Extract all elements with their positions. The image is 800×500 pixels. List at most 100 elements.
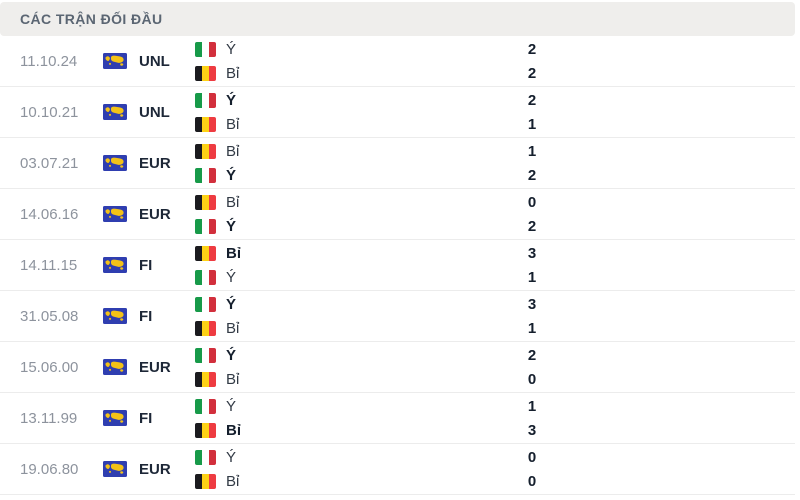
competition-code: FI bbox=[139, 409, 153, 427]
team-score: 2 bbox=[527, 64, 537, 82]
competition-code: UNL bbox=[139, 52, 170, 70]
team-score: 2 bbox=[527, 91, 537, 109]
head-to-head-panel: CÁC TRẬN ĐỐI ĐẦU 11.10.24 UNL Ý 2 Bỉ bbox=[0, 2, 795, 495]
team-flag-icon bbox=[195, 320, 216, 336]
team-line: Ý 1 bbox=[195, 266, 795, 289]
match-date: 15.06.00 bbox=[20, 358, 79, 376]
competition-badge-icon bbox=[103, 257, 127, 273]
team-name: Bỉ bbox=[226, 193, 240, 211]
competition: FI bbox=[103, 240, 195, 290]
team-score: 0 bbox=[527, 370, 537, 388]
competition-badge-icon bbox=[103, 359, 127, 375]
competition-code: FI bbox=[139, 256, 153, 274]
competition-badge-icon bbox=[103, 155, 127, 171]
competition-code: UNL bbox=[139, 103, 170, 121]
competition: EUR bbox=[103, 138, 195, 188]
team-score: 1 bbox=[527, 268, 537, 286]
team-line: Bỉ 1 bbox=[195, 317, 795, 340]
team-score: 1 bbox=[527, 397, 537, 415]
team-name: Ý bbox=[226, 295, 237, 313]
competition-badge-icon bbox=[103, 308, 127, 324]
team-score: 3 bbox=[527, 295, 537, 313]
team-score: 1 bbox=[527, 142, 537, 160]
team-flag-icon bbox=[195, 167, 216, 183]
match-row[interactable]: 14.06.16 EUR Bỉ 0 Ý 2 bbox=[0, 189, 795, 240]
team-flag-icon bbox=[195, 245, 216, 261]
team-flag-icon bbox=[195, 65, 216, 81]
team-score: 1 bbox=[527, 319, 537, 337]
team-line: Ý 0 bbox=[195, 446, 795, 469]
team-flag-icon bbox=[195, 269, 216, 285]
match-row[interactable]: 11.10.24 UNL Ý 2 Bỉ 2 bbox=[0, 36, 795, 87]
match-row[interactable]: 03.07.21 EUR Bỉ 1 Ý 2 bbox=[0, 138, 795, 189]
team-score: 1 bbox=[527, 115, 537, 133]
match-teams: Bỉ 1 Ý 2 bbox=[195, 138, 795, 188]
team-line: Bỉ 3 bbox=[195, 242, 795, 265]
team-name: Bỉ bbox=[226, 319, 240, 337]
team-name: Bỉ bbox=[226, 472, 240, 490]
team-flag-icon bbox=[195, 116, 216, 132]
match-date: 11.10.24 bbox=[20, 52, 78, 70]
competition-badge-icon bbox=[103, 104, 127, 120]
team-flag-icon bbox=[195, 143, 216, 159]
team-line: Ý 3 bbox=[195, 293, 795, 316]
competition-code: EUR bbox=[139, 358, 171, 376]
team-line: Ý 2 bbox=[195, 215, 795, 238]
match-teams: Ý 0 Bỉ 0 bbox=[195, 444, 795, 494]
match-row[interactable]: 13.11.99 FI Ý 1 Bỉ 3 bbox=[0, 393, 795, 444]
team-name: Ý bbox=[226, 448, 237, 466]
match-list: 11.10.24 UNL Ý 2 Bỉ 2 10.1 bbox=[0, 36, 795, 495]
match-row[interactable]: 19.06.80 EUR Ý 0 Bỉ 0 bbox=[0, 444, 795, 495]
team-score: 3 bbox=[527, 244, 537, 262]
team-name: Bỉ bbox=[226, 370, 240, 388]
competition-badge-icon bbox=[103, 410, 127, 426]
team-flag-icon bbox=[195, 422, 216, 438]
team-score: 2 bbox=[527, 346, 537, 364]
competition-code: FI bbox=[139, 307, 153, 325]
match-row[interactable]: 10.10.21 UNL Ý 2 Bỉ 1 bbox=[0, 87, 795, 138]
team-line: Bỉ 0 bbox=[195, 191, 795, 214]
team-flag-icon bbox=[195, 296, 216, 312]
team-name: Bỉ bbox=[226, 244, 241, 262]
team-name: Bỉ bbox=[226, 421, 241, 439]
match-row[interactable]: 31.05.08 FI Ý 3 Bỉ 1 bbox=[0, 291, 795, 342]
match-date: 10.10.21 bbox=[20, 103, 79, 121]
competition-code: EUR bbox=[139, 154, 171, 172]
team-name: Ý bbox=[226, 40, 237, 58]
match-row[interactable]: 14.11.15 FI Bỉ 3 Ý 1 bbox=[0, 240, 795, 291]
team-line: Bỉ 0 bbox=[195, 368, 795, 391]
team-flag-icon bbox=[195, 473, 216, 489]
section-title: CÁC TRẬN ĐỐI ĐẦU bbox=[20, 11, 163, 27]
team-line: Ý 2 bbox=[195, 89, 795, 112]
team-name: Ý bbox=[226, 268, 237, 286]
team-score: 0 bbox=[527, 472, 537, 490]
team-name: Ý bbox=[226, 166, 237, 184]
team-line: Ý 2 bbox=[195, 164, 795, 187]
competition: EUR bbox=[103, 342, 195, 392]
team-flag-icon bbox=[195, 347, 216, 363]
competition: FI bbox=[103, 393, 195, 443]
match-row[interactable]: 15.06.00 EUR Ý 2 Bỉ 0 bbox=[0, 342, 795, 393]
team-score: 2 bbox=[527, 40, 537, 58]
team-flag-icon bbox=[195, 218, 216, 234]
section-header: CÁC TRẬN ĐỐI ĐẦU bbox=[0, 2, 795, 36]
team-flag-icon bbox=[195, 41, 216, 57]
match-teams: Ý 2 Bỉ 0 bbox=[195, 342, 795, 392]
match-date: 03.07.21 bbox=[20, 154, 79, 172]
team-flag-icon bbox=[195, 194, 216, 210]
team-line: Ý 2 bbox=[195, 38, 795, 61]
team-name: Bỉ bbox=[226, 64, 240, 82]
team-name: Bỉ bbox=[226, 115, 240, 133]
competition-badge-icon bbox=[103, 461, 127, 477]
team-line: Bỉ 0 bbox=[195, 470, 795, 493]
competition-code: EUR bbox=[139, 205, 171, 223]
team-flag-icon bbox=[195, 92, 216, 108]
team-score: 2 bbox=[527, 166, 537, 184]
match-teams: Ý 2 Bỉ 1 bbox=[195, 87, 795, 137]
team-score: 2 bbox=[527, 217, 537, 235]
match-teams: Ý 3 Bỉ 1 bbox=[195, 291, 795, 341]
match-teams: Ý 2 Bỉ 2 bbox=[195, 36, 795, 86]
team-name: Ý bbox=[226, 346, 237, 364]
competition: EUR bbox=[103, 189, 195, 239]
competition-code: EUR bbox=[139, 460, 171, 478]
